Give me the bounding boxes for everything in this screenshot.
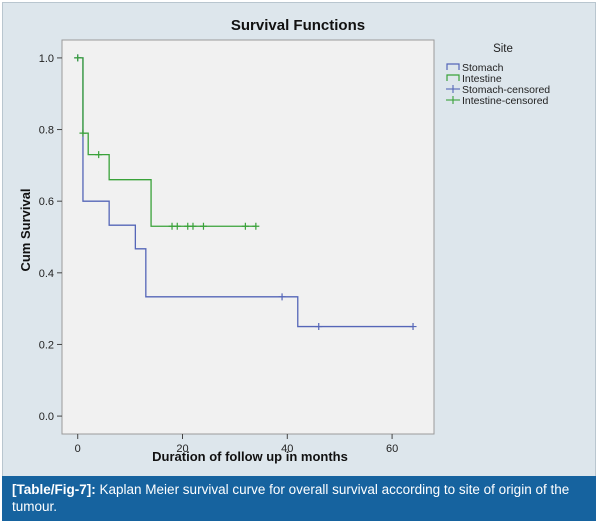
legend-entry-label: Stomach [462, 62, 504, 74]
censor-mark-intestine [173, 222, 181, 230]
x-tick-label: 60 [386, 443, 398, 455]
y-tick-label: 0.4 [39, 268, 54, 280]
legend-entry-label: Intestine [462, 73, 502, 85]
legend-swatch-line [446, 63, 460, 70]
censor-mark-intestine [79, 129, 87, 137]
caption-label: [Table/Fig-7]: [12, 482, 96, 497]
caption-text: Kaplan Meier survival curve for overall … [12, 482, 570, 514]
censor-mark-stomach [409, 323, 417, 331]
x-axis: 0 20 40 60 [75, 434, 398, 455]
legend-title: Site [493, 43, 513, 55]
legend: Site StomachIntestineStomach-censoredInt… [446, 43, 550, 107]
y-tick-label: 0.8 [39, 125, 54, 137]
censor-mark-intestine [189, 222, 197, 230]
y-axis: 0.0 0.2 0.4 0.6 0.8 1.0 [39, 53, 62, 423]
y-tick-label: 0.0 [39, 411, 54, 423]
x-tick-label: 20 [176, 443, 188, 455]
censor-mark-intestine [241, 222, 249, 230]
figure-caption: [Table/Fig-7]: Kaplan Meier survival cur… [2, 476, 596, 521]
censor-mark-stomach [278, 293, 286, 301]
x-axis-label: Duration of follow up in months [152, 449, 348, 464]
legend-entry-label: Stomach-censored [462, 84, 550, 96]
series-group [74, 54, 417, 331]
legend-entry-label: Intestine-censored [462, 95, 549, 107]
censor-mark-intestine [95, 151, 103, 159]
x-tick-label: 40 [281, 443, 293, 455]
survival-curve-stomach [77, 57, 414, 328]
chart-title: Survival Functions [231, 17, 365, 34]
censor-mark-intestine [74, 54, 82, 62]
plot-area [61, 39, 435, 435]
y-tick-label: 0.2 [39, 339, 54, 351]
x-tick-label: 0 [75, 443, 81, 455]
legend-swatch-line [446, 74, 460, 81]
censor-mark-intestine [199, 222, 207, 230]
censor-mark-intestine [252, 222, 260, 230]
y-axis-label: Cum Survival [18, 188, 33, 271]
y-tick-label: 1.0 [39, 53, 54, 65]
censor-mark-stomach [315, 323, 323, 331]
survival-chart: Survival Functions 0.0 0.2 0.4 0.6 0.8 1.0 0 2… [18, 17, 550, 464]
y-tick-label: 0.6 [39, 196, 54, 208]
